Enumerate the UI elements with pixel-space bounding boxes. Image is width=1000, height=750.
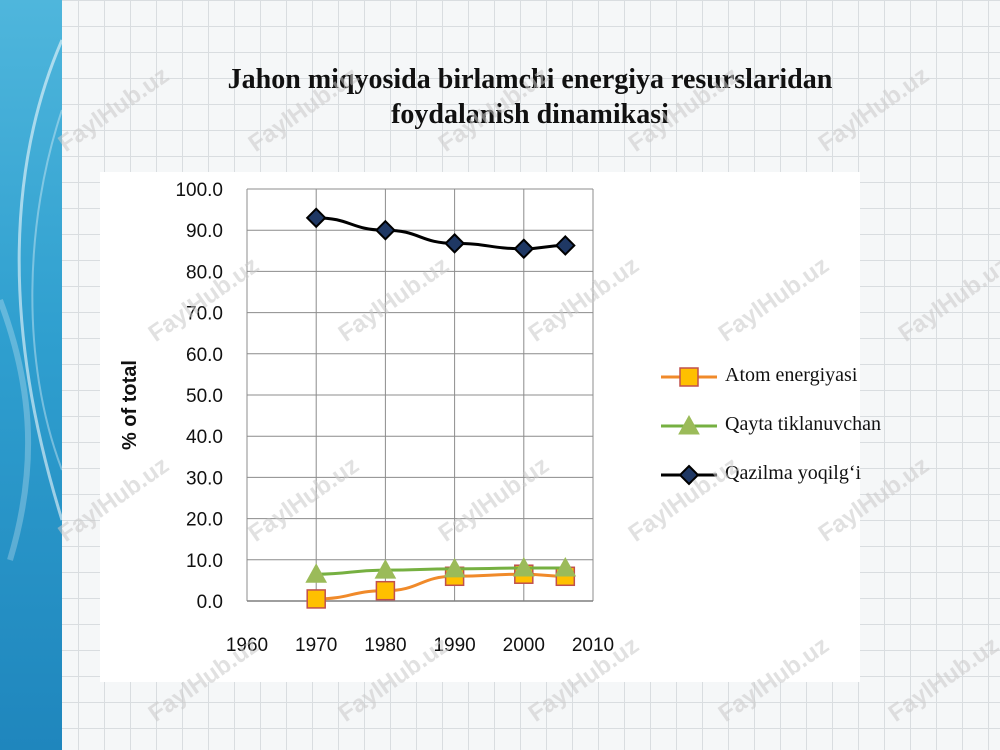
watermark-text: FaylHub.uz: [883, 631, 1000, 728]
legend-label: Qayta tiklanuvchan: [725, 413, 882, 435]
y-tick-label: 100.0: [175, 180, 223, 201]
y-axis-title: % of total: [119, 360, 141, 450]
legend-item: Qazilma yoqilg‘i: [655, 458, 955, 507]
data-point: [554, 557, 577, 577]
data-point: [375, 580, 396, 601]
line-chart: 0.0 10.0 20.0 30.0 40.0 50.0 60.0 70.0 80.0 90.0 1…: [119, 180, 614, 656]
x-tick-label: 1960: [226, 635, 268, 656]
chart-panel: 0.0 10.0 20.0 30.0 40.0 50.0 60.0 70.0 80.0 90.0 1…: [100, 172, 860, 682]
data-point: [305, 563, 328, 583]
y-tick-label: 40.0: [186, 427, 223, 448]
y-tick-label: 50.0: [186, 386, 223, 407]
y-tick-label: 20.0: [186, 510, 223, 531]
data-point: [305, 207, 327, 229]
legend-marker: [679, 367, 699, 387]
y-tick-label: 0.0: [197, 592, 223, 613]
chart-legend: Atom energiyasi Qayta tiklanuvchan Qazilma…: [655, 360, 955, 507]
legend-swatch: [661, 367, 717, 387]
data-point: [306, 589, 326, 609]
legend-item: Qayta tiklanuvchan: [655, 409, 955, 458]
data-point: [443, 557, 466, 578]
y-tick-label: 10.0: [186, 551, 223, 572]
legend-swatch: [661, 414, 717, 435]
y-tick-label: 70.0: [186, 304, 223, 325]
slide-title-line-1: Jahon miqyosida birlamchi energiya resur…: [227, 64, 833, 95]
x-tick-label: 2000: [503, 635, 545, 656]
chart-series: [305, 207, 577, 609]
watermark-text: FaylHub.uz: [893, 251, 1000, 348]
legend-label: Qazilma yoqilg‘i: [725, 462, 862, 484]
y-tick-label: 30.0: [186, 468, 223, 489]
sidebar-swirl-graphic: [0, 39, 62, 561]
slide-sidebar-decoration: [0, 0, 62, 750]
series-3: [305, 207, 576, 260]
x-tick-label: 1990: [433, 635, 475, 656]
legend-marker: [678, 414, 700, 435]
chart-axes: 0.0 10.0 20.0 30.0 40.0 50.0 60.0 70.0 80.0 90.0 1…: [119, 180, 614, 656]
data-point: [554, 235, 576, 256]
x-tick-label: 2010: [572, 635, 614, 656]
y-tick-label: 80.0: [186, 262, 223, 283]
data-point: [512, 557, 535, 577]
data-point: [374, 219, 396, 241]
series-2: [305, 557, 577, 583]
legend-swatch: [661, 464, 717, 486]
x-tick-label: 1980: [364, 635, 406, 656]
legend-item: Atom energiyasi: [655, 360, 955, 409]
legend-label: Atom energiyasi: [725, 364, 858, 386]
data-point: [374, 559, 397, 579]
y-tick-label: 90.0: [186, 221, 223, 242]
legend-marker: [678, 464, 700, 486]
x-tick-label: 1970: [295, 635, 337, 656]
slide-title-line-2: foydalanish dinamikasi: [391, 99, 669, 130]
chart-gridlines: [246, 188, 594, 602]
data-point: [513, 238, 535, 260]
slide-title: Jahon miqyosida birlamchi energiya resur…: [120, 62, 940, 132]
y-tick-label: 60.0: [186, 345, 223, 366]
data-point: [444, 232, 466, 254]
